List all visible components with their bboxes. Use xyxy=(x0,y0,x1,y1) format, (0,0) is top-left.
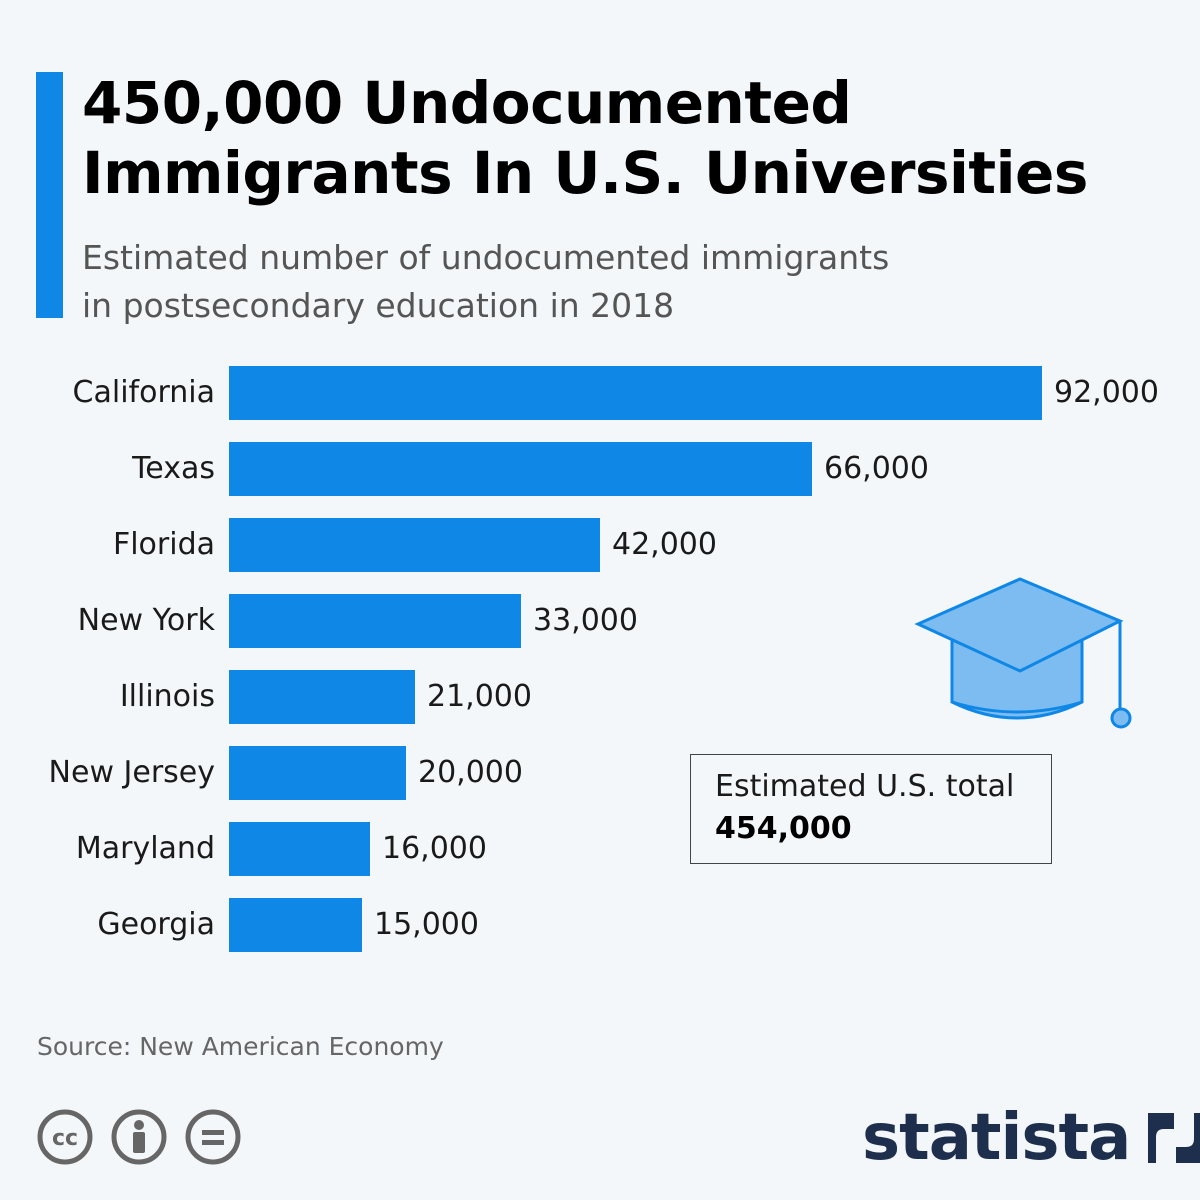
us-total-value: 454,000 xyxy=(715,811,852,846)
value-label: 15,000 xyxy=(374,907,479,942)
us-total-box: Estimated U.S. total 454,000 xyxy=(690,754,1052,864)
category-label: Maryland xyxy=(75,831,215,866)
value-label: 33,000 xyxy=(533,603,638,638)
bar xyxy=(229,518,600,572)
value-label: 66,000 xyxy=(824,451,929,486)
bar xyxy=(229,822,370,876)
bar xyxy=(229,442,812,496)
category-label: Florida xyxy=(112,527,215,562)
us-total-label: Estimated U.S. total xyxy=(715,769,1015,804)
value-label: 16,000 xyxy=(382,831,487,866)
bar xyxy=(229,898,362,952)
value-label: 92,000 xyxy=(1054,375,1159,410)
category-label: Texas xyxy=(132,451,215,486)
category-label: California xyxy=(72,375,215,410)
no-derivatives-icon[interactable] xyxy=(184,1108,242,1166)
category-label: Georgia xyxy=(97,907,215,942)
category-label: New Jersey xyxy=(48,755,215,790)
category-label: New York xyxy=(77,603,215,638)
bar-chart: California 92,000 Texas 66,000 Florida 42,000… xyxy=(0,350,1200,970)
title-line-1: 450,000 Undocumented xyxy=(82,69,852,137)
value-label: 42,000 xyxy=(612,527,717,562)
attribution-icon[interactable] xyxy=(110,1108,168,1166)
title-accent-bar xyxy=(36,72,63,318)
brand-wordmark: statista xyxy=(862,1101,1131,1175)
title-line-2: Immigrants In U.S. Universities xyxy=(82,139,1088,207)
statista-logo[interactable]: statista xyxy=(862,1098,1200,1178)
page-title: 450,000 Undocumented Immigrants In U.S. … xyxy=(82,68,1182,208)
category-label: Illinois xyxy=(119,679,215,714)
bar xyxy=(229,746,406,800)
source-note: Source: New American Economy xyxy=(37,1032,444,1061)
bar xyxy=(229,594,521,648)
value-label: 20,000 xyxy=(418,755,523,790)
cc-icon[interactable]: cc xyxy=(36,1108,94,1166)
subtitle: Estimated number of undocumented immigra… xyxy=(82,234,1082,330)
subtitle-line-1: Estimated number of undocumented immigra… xyxy=(82,238,890,277)
subtitle-line-2: in postsecondary education in 2018 xyxy=(82,286,675,325)
license-icons: cc xyxy=(36,1108,242,1166)
value-label: 21,000 xyxy=(427,679,532,714)
statista-mark-icon xyxy=(1148,1113,1200,1163)
graduation-cap-icon xyxy=(914,577,1132,729)
svg-text:cc: cc xyxy=(52,1126,78,1151)
bar xyxy=(229,670,415,724)
bar xyxy=(229,366,1042,420)
